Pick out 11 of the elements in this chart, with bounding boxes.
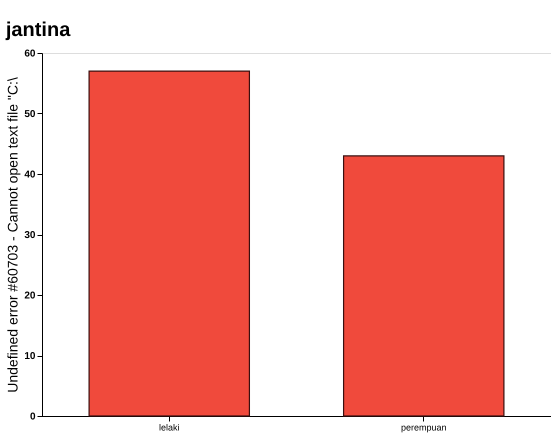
y-axis-title: Undefined error #60703 - Cannot open text file "C:\ bbox=[4, 77, 20, 393]
x-tick-label: perempuan bbox=[400, 422, 447, 432]
y-tick-label: 30 bbox=[24, 230, 36, 241]
chart-title: jantina bbox=[4, 19, 72, 41]
x-tick-label: lelaki bbox=[158, 422, 180, 432]
y-tick-label: 40 bbox=[24, 170, 36, 180]
y-tick-label: 0 bbox=[30, 412, 36, 422]
y-tick-label: 10 bbox=[24, 351, 36, 362]
y-tick-label: 60 bbox=[24, 48, 36, 60]
y-tick-label: 50 bbox=[24, 109, 36, 120]
y-tick-label: 20 bbox=[24, 290, 36, 302]
